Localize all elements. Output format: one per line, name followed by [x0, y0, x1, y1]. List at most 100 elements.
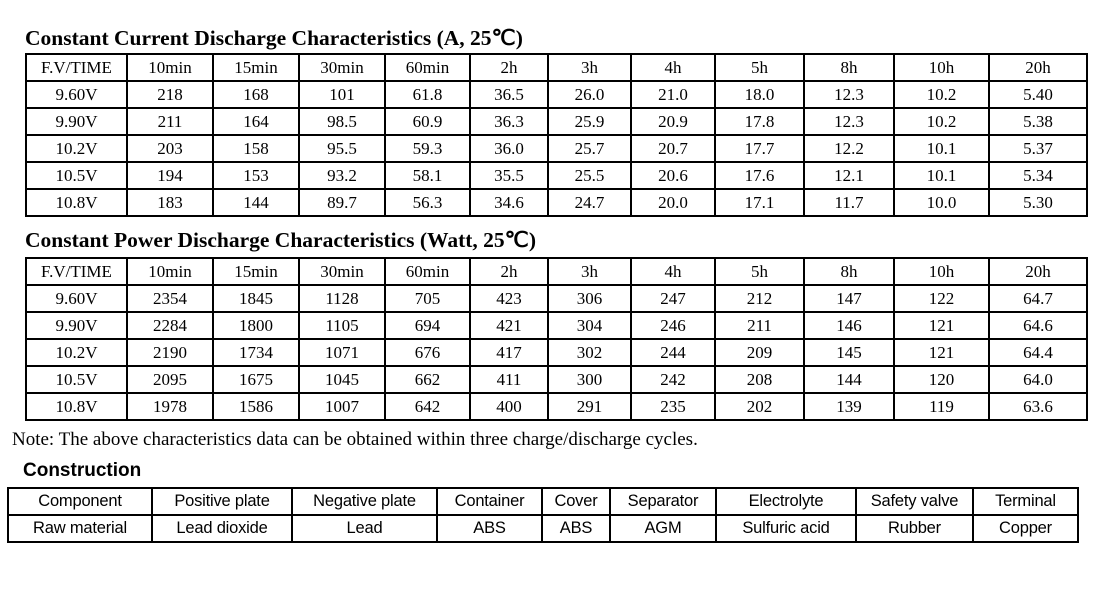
table-cell: 242 [630, 365, 716, 394]
table-cell: 304 [547, 311, 632, 340]
construction-table-body: Component Positive plate Negative plate Con… [7, 487, 1079, 543]
table-cell: 60.9 [384, 107, 471, 136]
column-header: 4h [630, 257, 716, 286]
constant-power-title: Constant Power Discharge Characteristics… [25, 228, 536, 252]
table-row: Component Positive plate Negative plate Con… [7, 487, 1079, 516]
table-cell: 306 [547, 284, 632, 313]
row-header: 10.5V [25, 365, 128, 394]
column-header: 10h [893, 53, 990, 82]
table-cell: 300 [547, 365, 632, 394]
column-header: 8h [803, 53, 895, 82]
table-cell: 25.9 [547, 107, 632, 136]
table-cell: AGM [609, 514, 717, 543]
table-cell: Positive plate [151, 487, 293, 516]
table-cell: 705 [384, 284, 471, 313]
table-cell: 12.2 [803, 134, 895, 163]
table-cell: 5.37 [988, 134, 1088, 163]
table-cell: 36.0 [469, 134, 549, 163]
table-cell: 2190 [126, 338, 214, 367]
table-cell: 17.7 [714, 134, 805, 163]
table-cell: Cover [541, 487, 611, 516]
column-header: 15min [212, 257, 300, 286]
table-cell: 676 [384, 338, 471, 367]
table-cell: Negative plate [291, 487, 438, 516]
table-cell: Electrolyte [715, 487, 857, 516]
table-cell: 158 [212, 134, 300, 163]
table-cell: 98.5 [298, 107, 386, 136]
table-cell: 2284 [126, 311, 214, 340]
table-cell: 1845 [212, 284, 300, 313]
table-cell: 20.7 [630, 134, 716, 163]
column-header: 20h [988, 257, 1088, 286]
table-cell: 2354 [126, 284, 214, 313]
column-header: 20h [988, 53, 1088, 82]
table-cell: 17.1 [714, 188, 805, 217]
table-cell: 34.6 [469, 188, 549, 217]
table-cell: 61.8 [384, 80, 471, 109]
table-cell: 208 [714, 365, 805, 394]
table-cell: 147 [803, 284, 895, 313]
table-cell: 64.4 [988, 338, 1088, 367]
table-cell: 244 [630, 338, 716, 367]
table-cell: 194 [126, 161, 214, 190]
column-header: 10h [893, 257, 990, 286]
table-cell: 1105 [298, 311, 386, 340]
table-cell: 12.1 [803, 161, 895, 190]
row-header: 10.2V [25, 338, 128, 367]
table-cell: 36.5 [469, 80, 549, 109]
table-cell: 1071 [298, 338, 386, 367]
column-header: F.V/TIME [25, 53, 128, 82]
table-cell: 164 [212, 107, 300, 136]
column-header: 60min [384, 53, 471, 82]
table-cell: 17.6 [714, 161, 805, 190]
table-cell: 20.0 [630, 188, 716, 217]
table-cell: 642 [384, 392, 471, 421]
column-header: 15min [212, 53, 300, 82]
table-cell: 64.7 [988, 284, 1088, 313]
table-cell: 211 [714, 311, 805, 340]
table-cell: 121 [893, 338, 990, 367]
table-cell: 17.8 [714, 107, 805, 136]
table-row: 10.5V 2095 1675 1045 662 411 300 242 208 144 120 64… [25, 365, 1088, 394]
table-cell: 183 [126, 188, 214, 217]
current-table-body: 9.60V 218 168 101 61.8 36.5 26.0 21.0 18.0 12.3 10… [25, 80, 1088, 217]
table-cell: 59.3 [384, 134, 471, 163]
table-row: 9.90V 2284 1800 1105 694 421 304 246 211 146 121 64… [25, 311, 1088, 340]
table-cell: 139 [803, 392, 895, 421]
column-header: 3h [547, 257, 632, 286]
table-cell: 58.1 [384, 161, 471, 190]
table-cell: Lead dioxide [151, 514, 293, 543]
table-cell: 211 [126, 107, 214, 136]
table-cell: 1586 [212, 392, 300, 421]
column-header: 3h [547, 53, 632, 82]
table-cell: 120 [893, 365, 990, 394]
table-row: 10.8V 183 144 89.7 56.3 34.6 24.7 20.0 17.1 11.7 1… [25, 188, 1088, 217]
constant-current-title: Constant Current Discharge Characteristi… [25, 26, 523, 50]
table-cell: Separator [609, 487, 717, 516]
table-row: 9.90V 211 164 98.5 60.9 36.3 25.9 20.9 17.8 12.3 1… [25, 107, 1088, 136]
table-cell: 144 [212, 188, 300, 217]
column-header: 8h [803, 257, 895, 286]
table-cell: 146 [803, 311, 895, 340]
row-header: Component [7, 487, 153, 516]
table-cell: 209 [714, 338, 805, 367]
table-cell: 10.1 [893, 161, 990, 190]
table-cell: 2095 [126, 365, 214, 394]
table-cell: 89.7 [298, 188, 386, 217]
table-cell: 5.38 [988, 107, 1088, 136]
row-header: 10.8V [25, 392, 128, 421]
row-header: 9.90V [25, 107, 128, 136]
power-table-header: F.V/TIME 10min 15min 30min 60min 2h 3h 4h 5h 8h 10… [25, 257, 1088, 286]
table-cell: 25.7 [547, 134, 632, 163]
table-cell: 93.2 [298, 161, 386, 190]
table-cell: ABS [541, 514, 611, 543]
table-row: 9.60V 2354 1845 1128 705 423 306 247 212 147 122 64… [25, 284, 1088, 313]
table-cell: 21.0 [630, 80, 716, 109]
constant-power-discharge-table: F.V/TIME 10min 15min 30min 60min 2h 3h 4h 5h 8h 10… [25, 257, 1088, 421]
table-cell: 122 [893, 284, 990, 313]
column-header: 4h [630, 53, 716, 82]
table-row: Raw material Lead dioxide Lead ABS ABS AGM Sul… [7, 514, 1079, 543]
column-header: 2h [469, 257, 549, 286]
table-cell: 10.1 [893, 134, 990, 163]
table-cell: 11.7 [803, 188, 895, 217]
